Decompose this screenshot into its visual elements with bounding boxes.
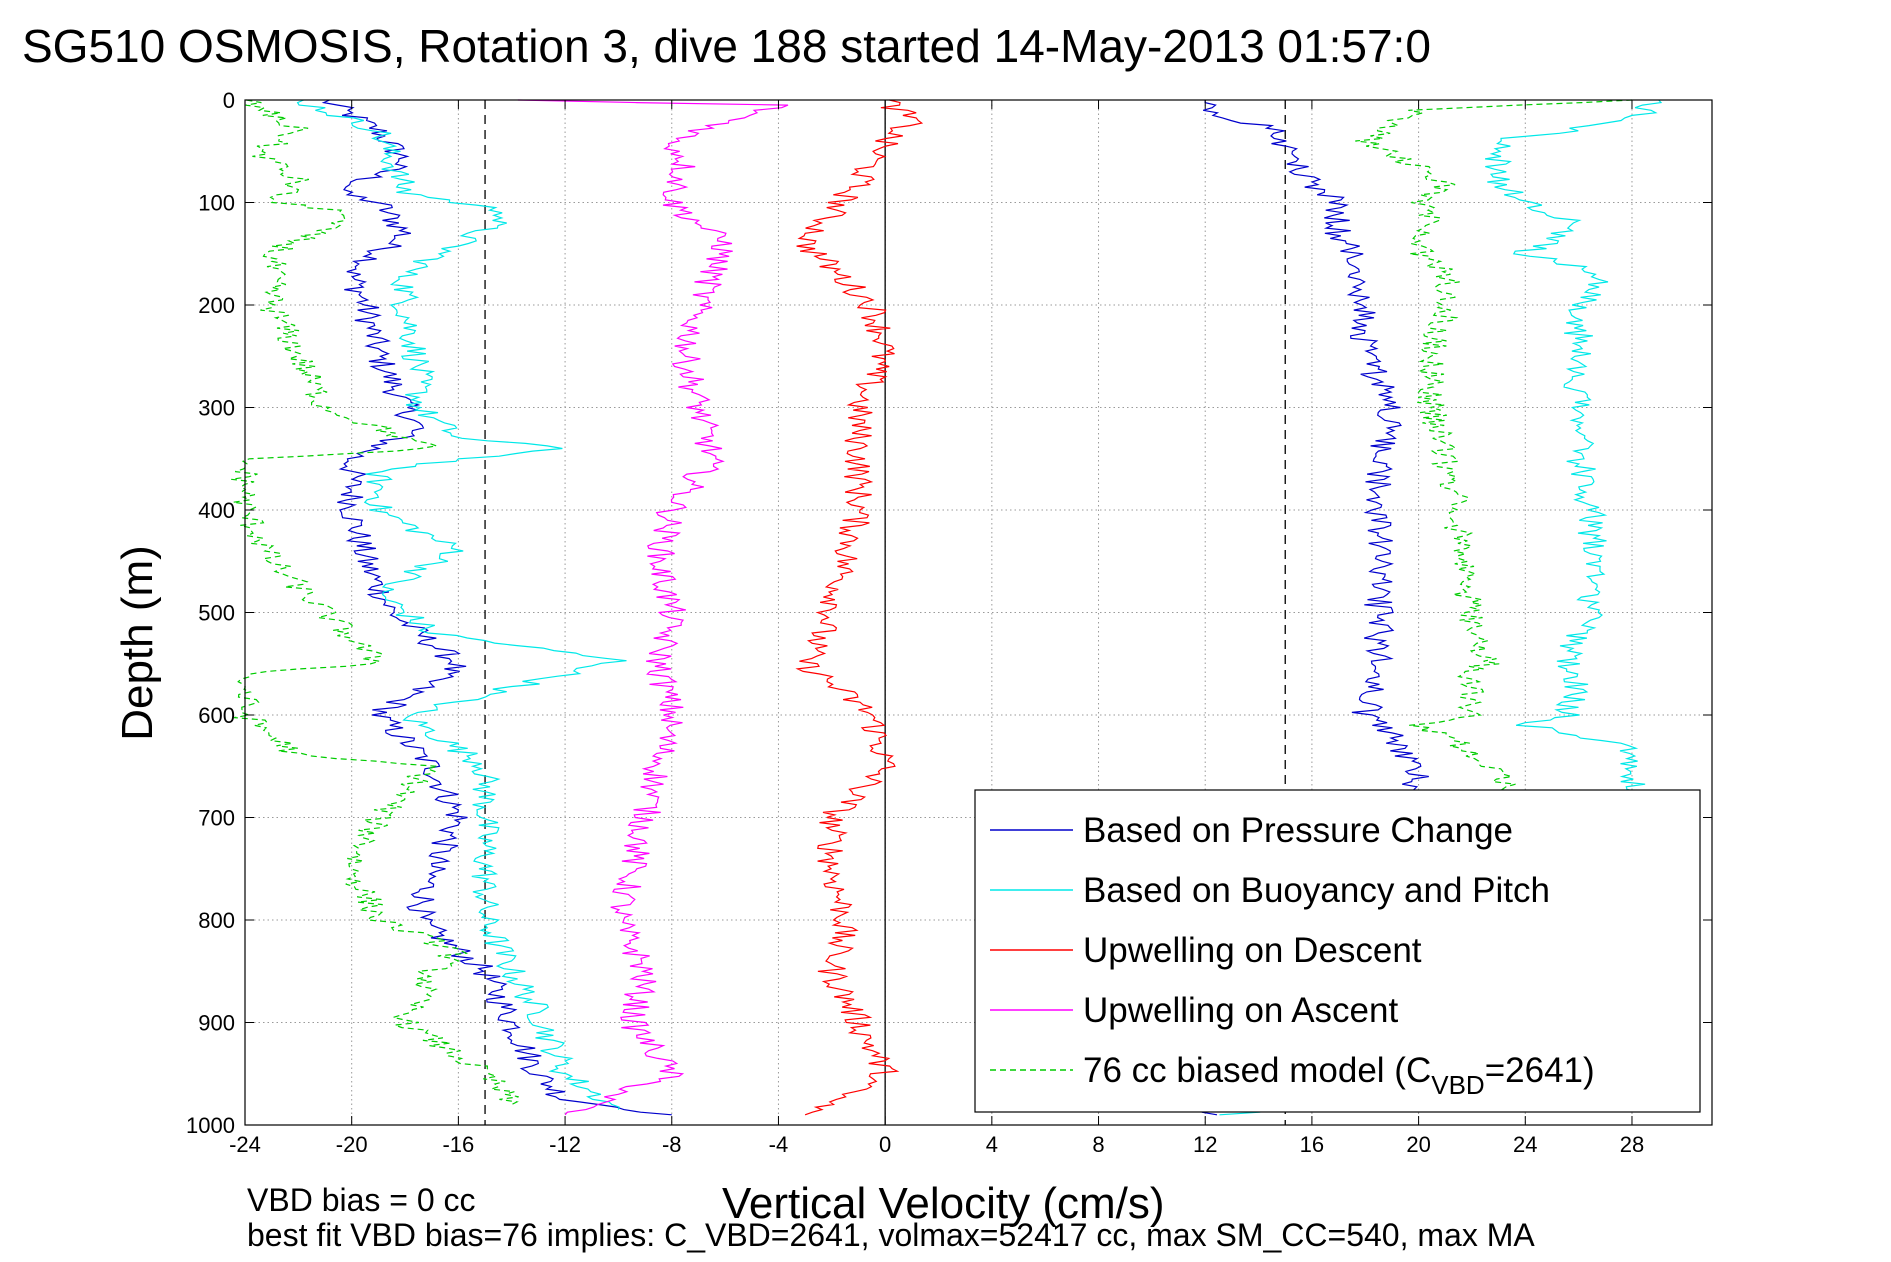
series-line [795,99,924,1116]
y-tick-label: 0 [223,88,235,113]
axis-ticks [244,99,1712,1126]
y-tick-label: 700 [198,806,235,831]
y-tick-label: 800 [198,908,235,933]
y-tick-label: 500 [198,601,235,626]
footer-vbd-bias: VBD bias = 0 cc [247,1182,476,1218]
x-tick-label: 4 [986,1132,998,1157]
chart-title: SG510 OSMOSIS, Rotation 3, dive 188 star… [22,20,1431,72]
legend-label: Based on Buoyancy and Pitch [1083,871,1550,910]
legend-label: Upwelling on Descent [1083,931,1422,970]
x-tick-label: -12 [549,1132,581,1157]
legend-label: 76 cc biased model (CVBD=2641) [1083,1051,1595,1100]
x-tick-label: 12 [1193,1132,1217,1157]
y-tick-label: 900 [198,1011,235,1036]
x-tick-label: -8 [662,1132,682,1157]
series-line [321,99,672,1116]
x-tick-label: 20 [1406,1132,1430,1157]
legend: Based on Pressure Change Based on Buoyanc… [974,789,1701,1113]
x-tick-label: -24 [229,1132,261,1157]
reference-lines [484,100,1286,1125]
x-axis-label: Vertical Velocity (cm/s) [722,1179,1165,1228]
legend-label-main: 76 cc biased model (C [1083,1051,1431,1090]
series-line [296,99,627,1110]
y-tick-label: 200 [198,293,235,318]
x-tick-label: 16 [1300,1132,1324,1157]
x-tick-label: 0 [879,1132,891,1157]
x-tick-label: -16 [442,1132,474,1157]
y-tick-label: 1000 [186,1113,235,1138]
y-tick-label: 400 [198,498,235,523]
legend-label: Upwelling on Ascent [1083,991,1398,1030]
x-tick-labels: -24 -20 -16 -12 -8 -4 0 4 8 12 16 20 24 28 [229,1132,1644,1157]
legend-label-subscript: VBD [1431,1070,1484,1100]
y-tick-label: 100 [198,191,235,216]
x-tick-label: 8 [1092,1132,1104,1157]
series-line [517,99,789,1116]
x-tick-label: -4 [769,1132,789,1157]
x-tick-label: -20 [336,1132,368,1157]
legend-label: Based on Pressure Change [1083,811,1513,850]
legend-box [974,789,1701,1113]
y-tick-labels: 0 100 200 300 400 500 600 700 800 900 1000 [186,88,235,1138]
footer-best-fit: best fit VBD bias=76 implies: C_VBD=2641… [247,1217,1535,1253]
y-axis-label: Depth (m) [113,545,162,741]
legend-label-end: =2641) [1485,1051,1595,1090]
y-tick-label: 600 [198,703,235,728]
x-tick-label: 28 [1620,1132,1644,1157]
x-tick-label: 24 [1513,1132,1537,1157]
y-tick-label: 300 [198,396,235,421]
